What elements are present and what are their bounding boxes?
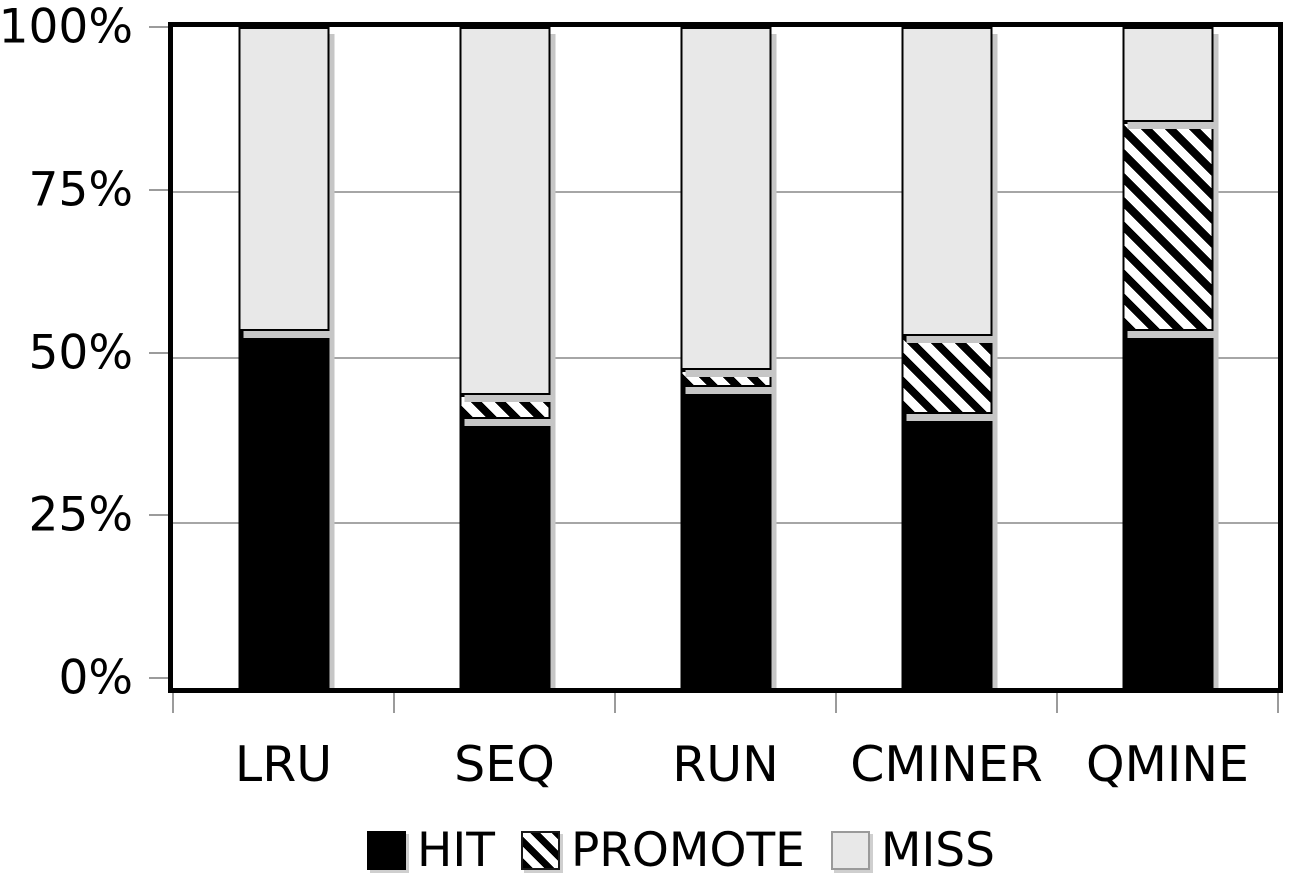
bar-segment-promote-cminer (901, 336, 992, 414)
solid-black-swatch-icon (367, 830, 407, 870)
x-tick-3 (835, 693, 837, 713)
y-axis-ticks (149, 26, 171, 679)
legend: HIT PROMOTE MISS (30, 822, 1302, 878)
bar-segment-promote-qmine (1122, 122, 1213, 332)
plot-area (168, 22, 1283, 693)
bar-segment-hit-lru (238, 331, 329, 688)
x-tick-1 (393, 693, 395, 713)
legend-item-miss: MISS (830, 822, 995, 878)
bar-segment-miss-lru (238, 27, 329, 332)
x-tick-0 (172, 693, 174, 713)
x-axis-label-cminer: CMINER (850, 736, 1043, 793)
x-axis-label-qmine: QMINE (1086, 736, 1249, 793)
x-axis-ticks (172, 688, 1279, 713)
legend-item-hit: HIT (367, 827, 495, 874)
bar-cminer (901, 27, 992, 688)
y-axis-label-50: 50% (28, 325, 133, 380)
legend-label-promote: PROMOTE (570, 822, 805, 878)
bar-segment-miss-run (680, 27, 771, 371)
x-axis-labels: LRU SEQ RUN CMINER QMINE (173, 738, 1278, 796)
x-tick-5 (1277, 693, 1279, 713)
bar-segment-miss-cminer (901, 27, 992, 337)
y-axis-label-25: 25% (28, 487, 133, 543)
bar-segment-miss-qmine (1122, 27, 1213, 123)
legend-label-hit: HIT (417, 822, 495, 878)
y-axis-label-0: 0% (58, 650, 133, 706)
plot-inner (173, 27, 1278, 688)
bar-segment-hit-seq (459, 418, 550, 688)
y-axis-label-75: 75% (28, 162, 133, 218)
y-tick-100 (149, 26, 171, 28)
bar-lru (238, 27, 329, 688)
y-axis-label-100: 100% (0, 0, 133, 55)
x-axis-label-run: RUN (672, 736, 779, 793)
bar-segment-promote-run (680, 370, 771, 388)
y-tick-50 (149, 351, 171, 354)
diagonal-hatch-swatch-icon (520, 830, 560, 870)
bar-seq (459, 27, 550, 688)
y-axis-labels: 0% 25% 50% 75% 100% (0, 4, 133, 702)
x-axis-label-lru: LRU (234, 736, 333, 793)
y-tick-25 (149, 514, 171, 517)
x-axis-label-seq: SEQ (454, 736, 555, 793)
y-tick-0 (149, 677, 171, 679)
bar-run (680, 27, 771, 688)
legend-label-miss: MISS (880, 822, 995, 878)
bar-segment-promote-seq (459, 394, 550, 419)
bar-qmine (1122, 27, 1213, 688)
x-tick-4 (1056, 693, 1058, 713)
legend-item-promote: PROMOTE (520, 822, 805, 878)
y-tick-75 (149, 188, 171, 191)
bar-segment-hit-cminer (901, 413, 992, 688)
x-tick-2 (614, 693, 616, 713)
bar-segment-miss-seq (459, 27, 550, 395)
bar-segment-hit-qmine (1122, 331, 1213, 688)
bar-segment-hit-run (680, 387, 771, 688)
light-gray-swatch-icon (830, 830, 870, 870)
